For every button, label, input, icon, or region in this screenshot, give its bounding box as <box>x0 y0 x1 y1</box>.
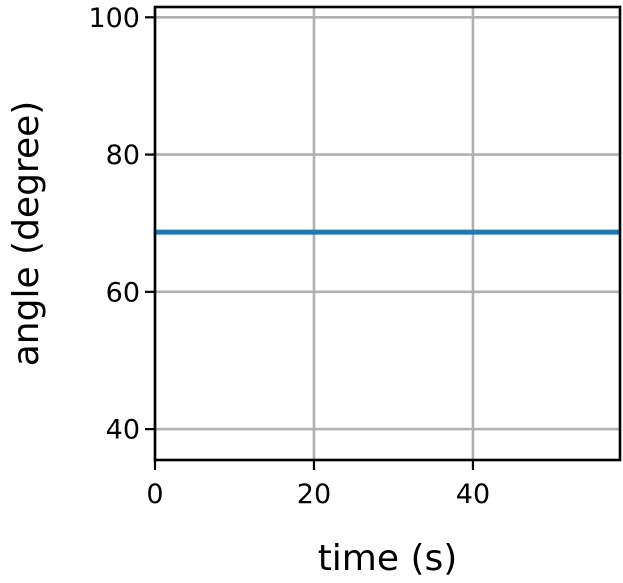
x-tick-label: 20 <box>297 479 331 510</box>
y-tick-label: 60 <box>106 277 140 308</box>
y-tick-label: 80 <box>106 140 140 171</box>
plot-frame <box>153 5 622 462</box>
y-tick-label: 40 <box>106 415 140 446</box>
y-tick-label: 100 <box>88 3 140 34</box>
x-tick-label: 40 <box>456 479 490 510</box>
y-axis-label: angle (degree) <box>6 101 47 367</box>
ticks: 0 20 40 40 60 80 100 <box>88 3 490 510</box>
x-axis-label: time (s) <box>318 538 458 579</box>
x-tick-label: 0 <box>146 479 163 510</box>
